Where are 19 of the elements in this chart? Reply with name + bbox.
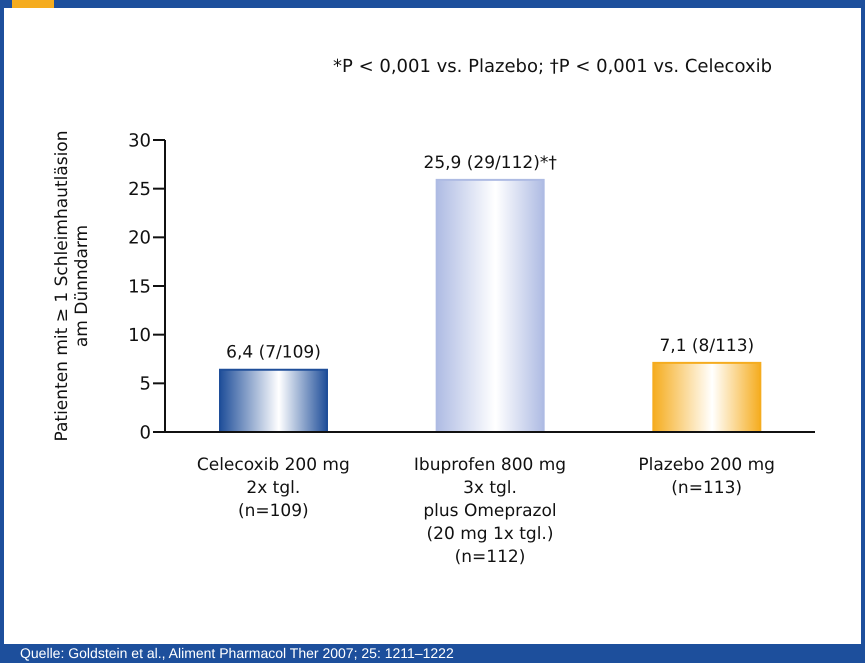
data-label: 25,9 (29/112)*† xyxy=(424,152,558,173)
y-tick-label: 30 xyxy=(128,130,151,152)
x-tick-label: Plazebo 200 mg (n=113) xyxy=(638,455,775,498)
text: *P < 0,001 vs. Plazebo; †P < 0,001 vs. Celecoxib xyxy=(333,56,772,77)
y-tick-label: 25 xyxy=(128,179,151,200)
y-axis-title: Patienten mit ≥ 1 Schleimhautläsion am Dünndarm xyxy=(52,130,92,442)
y-tick-label: 5 xyxy=(140,374,151,395)
x-tick-label: Celecoxib 200 mg 2x tgl. (n=109) xyxy=(196,455,350,521)
y-tick-label: 15 xyxy=(128,276,151,298)
bar xyxy=(652,362,762,432)
y-tick-label: 10 xyxy=(128,325,151,346)
x-tick-label: Ibuprofen 800 mg 3x tgl. plus Omeprazol (20 mg 1x tgl.) (n=112) xyxy=(414,455,566,567)
data-label: 6,4 (7/109) xyxy=(226,342,321,363)
source-note: Quelle: Goldstein et al., Aliment Pharmacol Ther 2007; 25: 1211–1222 xyxy=(20,645,454,661)
bar xyxy=(436,178,545,432)
data-label: 7,1 (8/113) xyxy=(659,336,754,356)
bar xyxy=(219,368,328,432)
y-tick-label: 0 xyxy=(140,422,151,444)
y-tick-label: 20 xyxy=(128,228,151,249)
